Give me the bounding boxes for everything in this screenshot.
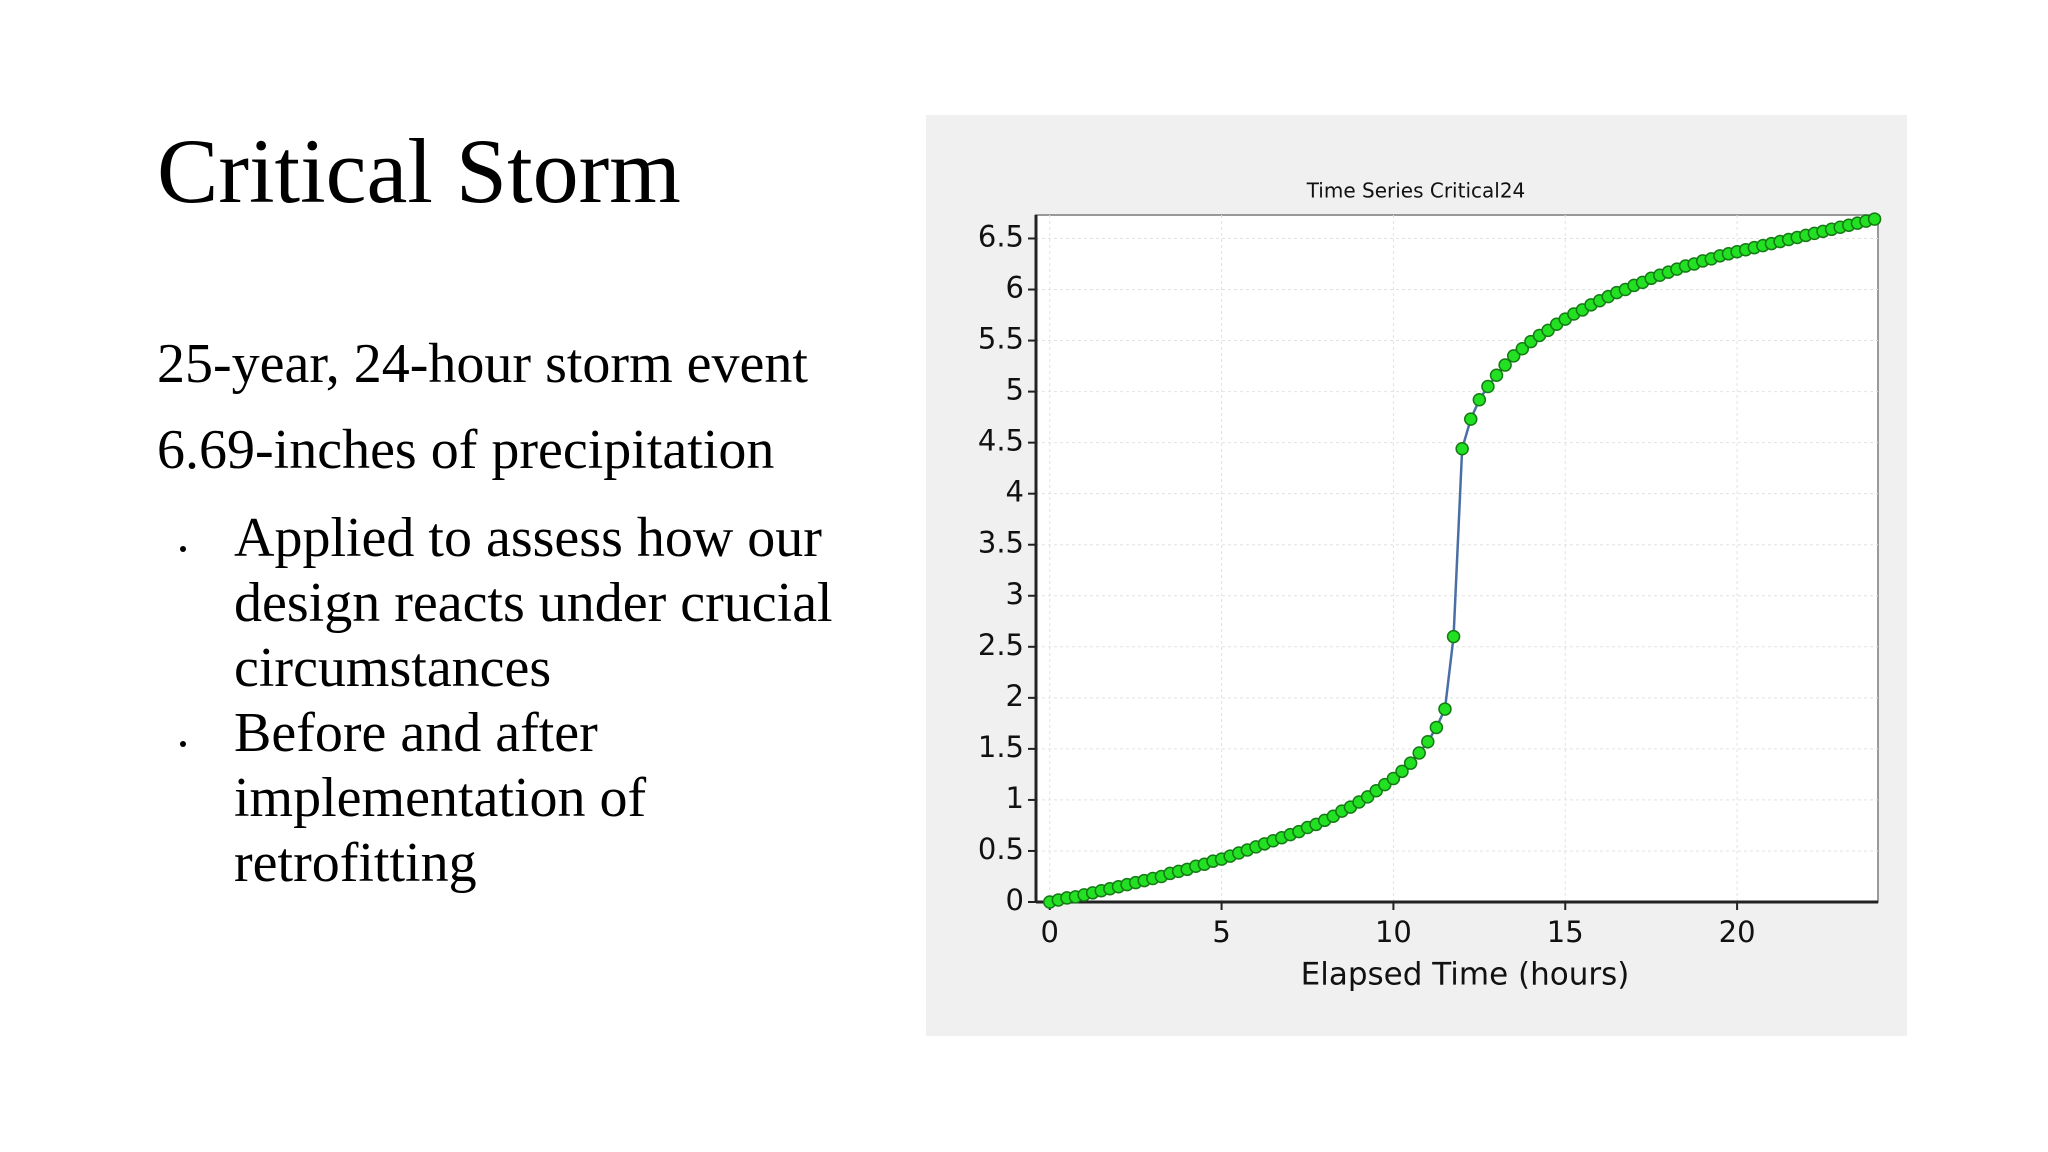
y-tick-label: 6.5 (978, 219, 1024, 253)
data-point (1498, 358, 1512, 372)
data-point (1472, 393, 1487, 407)
x-tick-label: 10 (1375, 915, 1412, 949)
bullet-list: Applied to assess how our design reacts … (180, 506, 894, 896)
y-tick-label: 2 (1006, 679, 1024, 713)
data-point (1506, 349, 1521, 363)
x-tick-label: 0 (1041, 915, 1059, 949)
x-tick-label: 5 (1212, 915, 1230, 949)
data-point (1463, 412, 1478, 426)
x-tick-label: 15 (1547, 915, 1584, 949)
x-tick-label: 20 (1719, 915, 1756, 949)
y-tick-label: 3.5 (978, 526, 1024, 560)
data-point (1489, 368, 1504, 383)
chart-title: Time Series Critical24 (1306, 179, 1526, 203)
y-tick-label: 0 (1006, 883, 1024, 917)
body-line: 25-year, 24-hour storm event (157, 333, 808, 395)
y-tick-label: 2.5 (978, 628, 1024, 662)
y-tick-label: 5 (1006, 373, 1024, 407)
y-tick-label: 3 (1006, 577, 1024, 611)
data-point (1412, 746, 1426, 760)
slide-title: Critical Storm (157, 120, 681, 222)
data-point (1386, 771, 1401, 786)
data-point (1438, 702, 1452, 716)
y-tick-label: 4.5 (978, 424, 1024, 458)
data-point (1395, 764, 1409, 779)
data-point (1403, 756, 1418, 770)
y-tick-label: 4 (1006, 475, 1024, 509)
data-point (1421, 734, 1435, 749)
data-point (1455, 442, 1469, 456)
y-tick-label: 1.5 (978, 730, 1024, 764)
y-tick-label: 6 (1006, 271, 1024, 305)
data-point (1429, 720, 1444, 735)
bullet: Before and after implementation of retro… (180, 701, 894, 896)
y-tick-label: 1 (1006, 781, 1024, 815)
y-tick-label: 0.5 (978, 832, 1024, 866)
bullet: Applied to assess how our design reacts … (180, 506, 894, 701)
data-point (1515, 341, 1530, 356)
body-line: 6.69-inches of precipitation (157, 419, 775, 481)
y-tick-label: 5.5 (978, 322, 1024, 356)
x-axis-label: Elapsed Time (hours) (1301, 957, 1630, 993)
data-point (1481, 379, 1495, 394)
data-point (1446, 629, 1461, 644)
data-point (1867, 212, 1882, 226)
